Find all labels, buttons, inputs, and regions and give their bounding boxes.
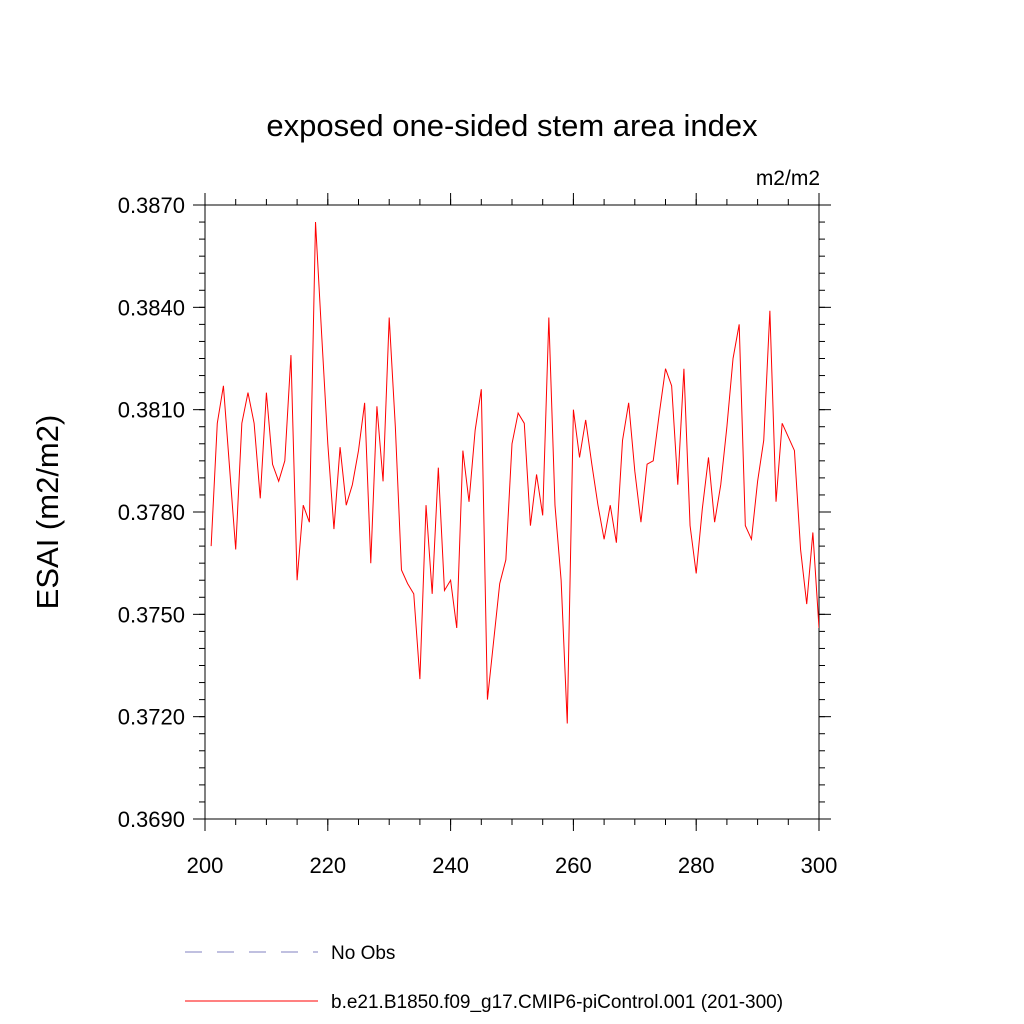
y-tick-label: 0.3810 — [118, 398, 185, 423]
legend-label-picontrol: b.e21.B1850.f09_g17.CMIP6-piControl.001 … — [331, 992, 783, 1013]
y-tick-label: 0.3840 — [118, 295, 185, 320]
axis-ticks — [193, 193, 831, 831]
x-tick-label: 220 — [309, 853, 346, 878]
legend-label-no-obs: No Obs — [331, 943, 395, 964]
x-tick-label: 240 — [432, 853, 469, 878]
plot-frame — [204, 204, 820, 820]
units-label: m2/m2 — [756, 167, 820, 190]
y-tick-label: 0.3870 — [118, 193, 185, 218]
x-tick-label: 200 — [187, 853, 224, 878]
series-layer — [210, 222, 819, 724]
x-tick-label: 260 — [555, 853, 592, 878]
y-tick-label: 0.3780 — [118, 500, 185, 525]
series-line — [210, 222, 819, 724]
legend: No Obs b.e21.B1850.f09_g17.CMIP6-piContr… — [185, 943, 783, 1013]
y-tick-label: 0.3690 — [118, 807, 185, 832]
x-tick-label: 280 — [678, 853, 715, 878]
y-axis-label: ESAI (m2/m2) — [30, 415, 65, 610]
axis-tick-labels: 0.3690 0.3720 0.3750 0.3780 0.3810 0.3840 0.38… — [118, 193, 838, 878]
chart-title: exposed one-sided stem area index — [266, 108, 758, 143]
y-tick-label: 0.3750 — [118, 602, 185, 627]
y-tick-label: 0.3720 — [118, 705, 185, 730]
x-tick-label: 300 — [801, 853, 838, 878]
